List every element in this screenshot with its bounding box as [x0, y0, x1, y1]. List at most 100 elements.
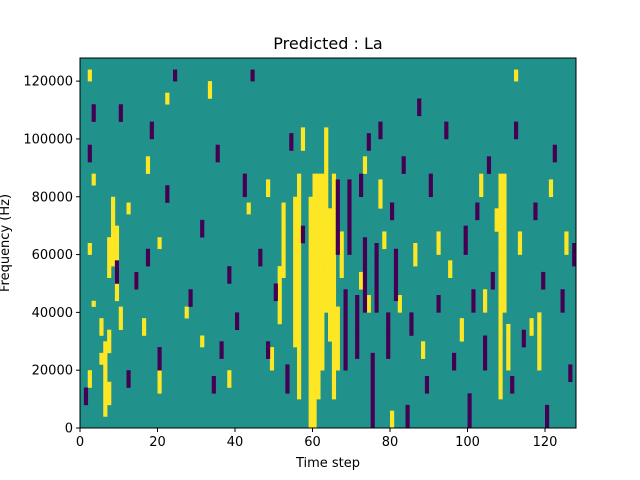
heatmap-low-cell — [374, 260, 379, 267]
heatmap-low-cell — [347, 196, 352, 203]
heatmap-high-cell — [502, 190, 507, 198]
heatmap-low-cell — [386, 318, 391, 325]
heatmap-high-cell — [324, 167, 329, 174]
heatmap-high-cell — [312, 306, 317, 313]
heatmap-low-cell — [424, 381, 430, 388]
heatmap-high-cell — [324, 190, 329, 198]
heatmap-high-cell — [114, 289, 120, 296]
heatmap-high-cell — [502, 179, 507, 186]
heatmap-high-cell — [335, 341, 340, 348]
heatmap-low-cell — [475, 208, 480, 215]
heatmap-low-cell — [409, 323, 414, 331]
heatmap-low-cell — [409, 312, 414, 319]
heatmap-low-cell — [91, 104, 96, 111]
heatmap-high-cell — [339, 254, 344, 261]
heatmap-low-cell — [393, 248, 399, 255]
heatmap-low-cell — [370, 352, 375, 359]
plot-frame — [79, 57, 577, 429]
heatmap-high-cell — [297, 295, 302, 302]
heatmap-high-cell — [498, 387, 503, 394]
heatmap-high-cell — [498, 243, 503, 250]
heatmap-low-cell — [366, 133, 371, 140]
heatmap-high-cell — [331, 237, 337, 244]
heatmap-high-cell — [246, 202, 251, 209]
heatmap-low-cell — [572, 254, 577, 261]
heatmap-low-cell — [510, 375, 515, 383]
heatmap-high-cell — [87, 381, 92, 388]
heatmap-high-cell — [308, 370, 313, 377]
heatmap-high-cell — [316, 190, 321, 198]
heatmap-high-cell — [277, 266, 282, 273]
heatmap-high-cell — [331, 393, 337, 400]
heatmap-low-cell — [362, 283, 368, 290]
heatmap-high-cell — [331, 306, 337, 313]
heatmap-high-cell — [316, 375, 321, 383]
heatmap-low-cell — [386, 335, 391, 342]
heatmap-high-cell — [328, 329, 333, 336]
heatmap-high-cell — [324, 271, 329, 278]
heatmap-high-cell — [312, 231, 317, 238]
heatmap-high-cell — [359, 277, 364, 284]
heatmap-high-cell — [498, 271, 503, 278]
heatmap-high-cell — [297, 318, 302, 325]
heatmap-high-cell — [331, 277, 337, 284]
heatmap-low-cell — [149, 127, 154, 134]
heatmap-low-cell — [359, 185, 364, 192]
heatmap-high-cell — [316, 283, 321, 290]
heatmap-high-cell — [297, 202, 302, 209]
heatmap-high-cell — [502, 300, 507, 307]
heatmap-high-cell — [498, 370, 503, 377]
heatmap-high-cell — [297, 387, 302, 394]
heatmap-low-cell — [355, 295, 360, 302]
heatmap-low-cell — [343, 352, 348, 359]
heatmap-high-cell — [107, 266, 112, 273]
heatmap-low-cell — [378, 127, 383, 134]
heatmap-high-cell — [107, 260, 112, 267]
heatmap-low-cell — [343, 312, 348, 319]
heatmap-high-cell — [320, 335, 325, 342]
heatmap-low-cell — [370, 410, 375, 417]
heatmap-high-cell — [308, 399, 313, 406]
heatmap-low-cell — [266, 352, 271, 359]
heatmap-high-cell — [498, 196, 503, 203]
heatmap-low-cell — [258, 254, 263, 261]
heatmap-high-cell — [320, 318, 325, 325]
heatmap-low-cell — [533, 208, 538, 215]
heatmap-low-cell — [343, 318, 348, 325]
heatmap-low-cell — [355, 341, 360, 348]
heatmap-high-cell — [312, 387, 317, 394]
heatmap-high-cell — [297, 289, 302, 296]
heatmap-high-cell — [479, 190, 484, 198]
heatmap-high-cell — [207, 92, 213, 99]
heatmap-high-cell — [498, 352, 503, 359]
heatmap-high-cell — [165, 92, 170, 99]
heatmap-low-cell — [390, 214, 395, 221]
heatmap-high-cell — [502, 306, 507, 313]
heatmap-low-cell — [370, 381, 375, 388]
heatmap-high-cell — [397, 295, 402, 302]
heatmap-low-cell — [374, 243, 379, 250]
heatmap-high-cell — [297, 179, 302, 186]
heatmap-high-cell — [111, 243, 116, 250]
heatmap-high-cell — [328, 248, 333, 255]
heatmap-high-cell — [320, 364, 325, 371]
heatmap-low-cell — [370, 422, 375, 429]
heatmap-low-cell — [362, 289, 368, 296]
heatmap-high-cell — [87, 69, 92, 76]
heatmap-low-cell — [273, 283, 278, 290]
heatmap-high-cell — [312, 399, 317, 406]
heatmap-high-cell — [227, 370, 232, 377]
heatmap-high-cell — [312, 352, 317, 359]
heatmap-high-cell — [537, 358, 542, 365]
heatmap-low-cell — [335, 208, 340, 215]
heatmap-high-cell — [498, 318, 503, 325]
heatmap-low-cell — [335, 202, 340, 209]
heatmap-high-cell — [506, 364, 511, 371]
heatmap-low-cell — [541, 277, 546, 284]
heatmap-high-cell — [293, 341, 298, 348]
heatmap-low-cell — [428, 185, 433, 192]
heatmap-low-cell — [347, 190, 352, 198]
heatmap-high-cell — [114, 231, 120, 238]
heatmap-low-cell — [335, 237, 340, 244]
heatmap-high-cell — [297, 254, 302, 261]
